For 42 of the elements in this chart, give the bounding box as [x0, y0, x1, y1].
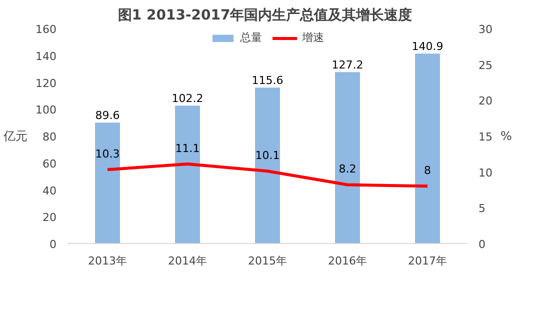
- data-label: 115.6: [252, 74, 284, 88]
- y2-tick-label: 15: [478, 130, 492, 144]
- data-label: 10.3: [95, 148, 120, 161]
- y2-tick-label: 30: [478, 23, 492, 36]
- y-tick-label: 20: [42, 211, 57, 224]
- y2-axis-title: %: [500, 129, 512, 143]
- y-axis-title: 亿元: [2, 129, 28, 143]
- data-label: 11.1: [175, 142, 200, 155]
- legend-label: 总量: [240, 30, 262, 45]
- data-label: 8: [424, 164, 431, 178]
- data-label: 8.2: [338, 162, 356, 176]
- x-tick-label: 2015年: [248, 254, 288, 268]
- y2-tick-label: 5: [478, 202, 486, 216]
- y2-tick-label: 25: [478, 58, 492, 72]
- data-label: 10.1: [255, 149, 280, 162]
- x-tick-label: 2017年: [408, 254, 448, 268]
- y-tick-label: 80: [42, 130, 57, 144]
- y-tick-label: 0: [50, 238, 56, 251]
- legend-label: 增速: [302, 30, 324, 45]
- y-tick-label: 40: [42, 184, 57, 198]
- x-tick-label: 2014年: [168, 254, 208, 268]
- x-tick-label: 2013年: [88, 254, 128, 268]
- bar: [175, 106, 200, 244]
- x-tick-label: 2016年: [328, 254, 368, 268]
- y-tick-label: 120: [36, 76, 57, 90]
- line-series: [106, 162, 429, 188]
- data-label: 140.9: [412, 40, 444, 54]
- bar: [415, 54, 440, 244]
- chart-title: 图1 2013-2017年国内生产总值及其增长速度: [118, 6, 412, 24]
- bar: [255, 88, 280, 244]
- y2-tick-label: 10: [478, 166, 492, 180]
- data-label: 89.6: [95, 109, 120, 122]
- y2-tick-label: 20: [478, 94, 492, 108]
- y-tick-label: 100: [36, 104, 57, 117]
- bar: [335, 72, 360, 244]
- y2-tick-label: 0: [478, 238, 486, 251]
- y-tick-label: 60: [42, 157, 57, 170]
- y-tick-label: 140: [36, 50, 57, 63]
- data-label: 127.2: [332, 58, 364, 72]
- data-label: 102.2: [172, 92, 204, 106]
- y-tick-label: 160: [36, 23, 57, 36]
- bar: [95, 122, 120, 244]
